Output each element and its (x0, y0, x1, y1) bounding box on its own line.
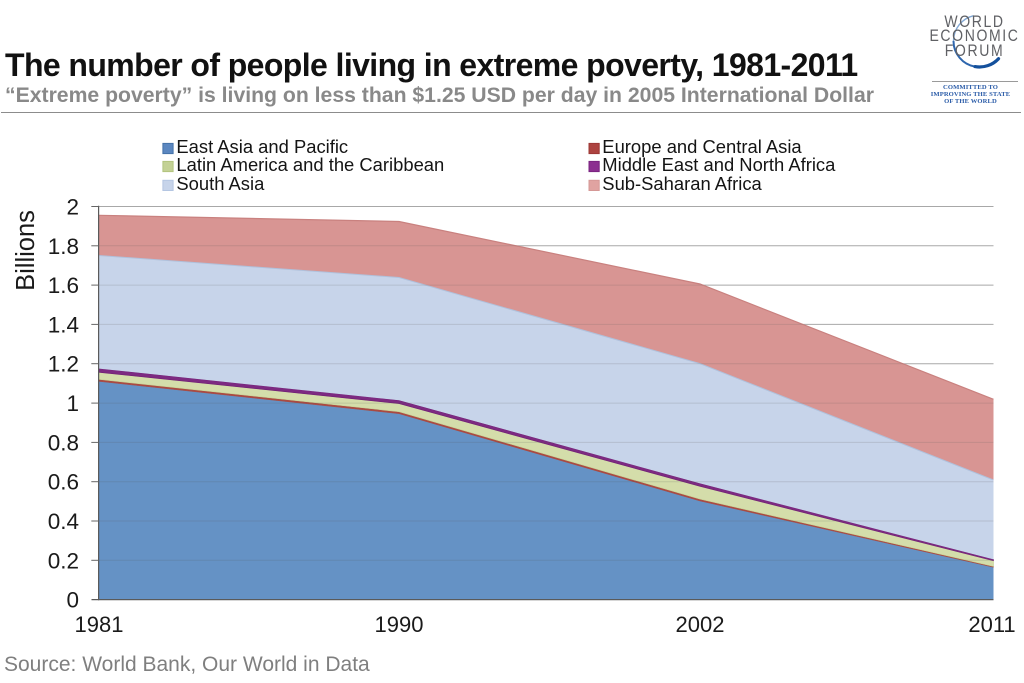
svg-text:Latin America and the Caribbea: Latin America and the Caribbean (176, 154, 444, 175)
svg-text:South Asia: South Asia (176, 173, 265, 194)
svg-text:1: 1 (66, 391, 79, 416)
svg-text:1990: 1990 (375, 612, 424, 637)
svg-text:1.8: 1.8 (48, 234, 79, 259)
svg-text:2002: 2002 (676, 612, 725, 637)
svg-text:0: 0 (66, 588, 79, 613)
svg-text:0.6: 0.6 (48, 470, 79, 495)
svg-text:Billions: Billions (12, 210, 40, 291)
svg-text:East Asia and Pacific: East Asia and Pacific (176, 136, 348, 157)
svg-text:2: 2 (66, 195, 79, 220)
svg-text:Europe and Central Asia: Europe and Central Asia (602, 136, 802, 157)
svg-text:1.2: 1.2 (48, 352, 79, 377)
svg-text:1.4: 1.4 (48, 312, 79, 337)
svg-text:2011: 2011 (968, 612, 1015, 637)
svg-text:1981: 1981 (75, 612, 124, 637)
svg-text:Middle East and North Africa: Middle East and North Africa (602, 154, 836, 175)
svg-text:0.4: 0.4 (48, 509, 79, 534)
svg-text:0.8: 0.8 (48, 430, 79, 455)
svg-text:1.6: 1.6 (48, 273, 79, 298)
svg-text:0.2: 0.2 (48, 548, 79, 573)
svg-text:Sub-Saharan Africa: Sub-Saharan Africa (602, 173, 762, 194)
